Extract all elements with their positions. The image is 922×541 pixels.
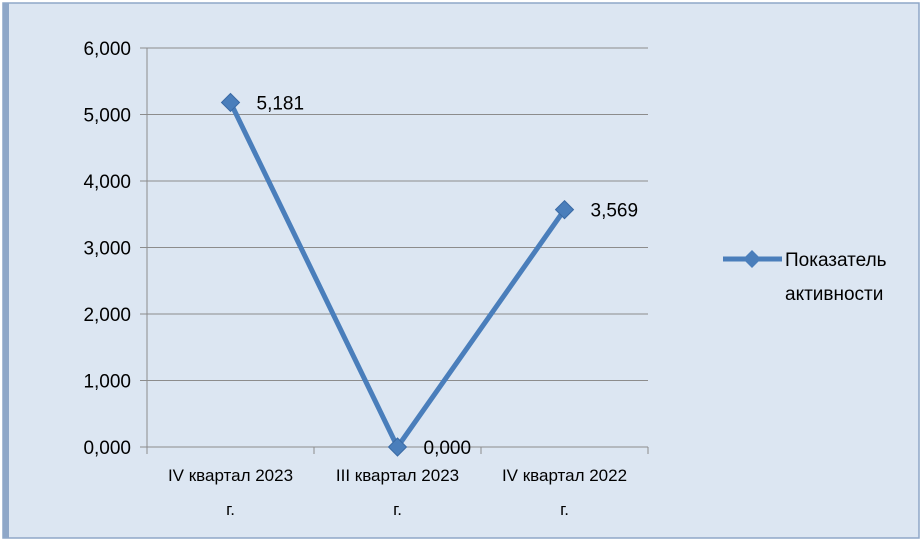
y-tick-label: 3,000 bbox=[83, 239, 131, 260]
legend-label: активности bbox=[785, 284, 883, 305]
x-category-label: IV квартал 2022 bbox=[502, 466, 627, 485]
legend-marker bbox=[743, 250, 761, 268]
data-point-marker bbox=[220, 92, 241, 113]
y-tick-label: 5,000 bbox=[83, 106, 131, 127]
y-tick-label: 1,000 bbox=[83, 372, 131, 393]
data-label: 3,569 bbox=[591, 201, 639, 222]
chart-left-accent bbox=[3, 3, 9, 538]
x-axis-category-labels: IV квартал 2023 г. III квартал 2023 г. IV кв… bbox=[168, 466, 627, 519]
data-label: 5,181 bbox=[257, 93, 305, 114]
x-category-label: IV квартал 2023 bbox=[168, 466, 293, 485]
x-category-label: г. bbox=[393, 500, 402, 519]
y-tick-label: 4,000 bbox=[83, 172, 131, 193]
y-tick-label: 2,000 bbox=[83, 305, 131, 326]
legend: Показатель активности bbox=[723, 250, 887, 305]
x-category-label: III квартал 2023 bbox=[336, 466, 459, 485]
data-label: 0,000 bbox=[424, 438, 472, 459]
y-tick-label: 6,000 bbox=[83, 39, 131, 60]
x-category-label: г. bbox=[560, 500, 569, 519]
data-labels: 5,181 0,000 3,569 bbox=[257, 93, 639, 459]
y-axis-tick-labels: 0,000 1,000 2,000 3,000 4,000 5,000 6,000 bbox=[83, 39, 131, 459]
x-category-label: г. bbox=[226, 500, 235, 519]
data-point-marker bbox=[387, 437, 408, 457]
series-markers bbox=[220, 92, 575, 457]
y-tick-label: 0,000 bbox=[83, 438, 131, 459]
data-point-marker bbox=[554, 199, 575, 220]
legend-label: Показатель bbox=[785, 250, 887, 271]
